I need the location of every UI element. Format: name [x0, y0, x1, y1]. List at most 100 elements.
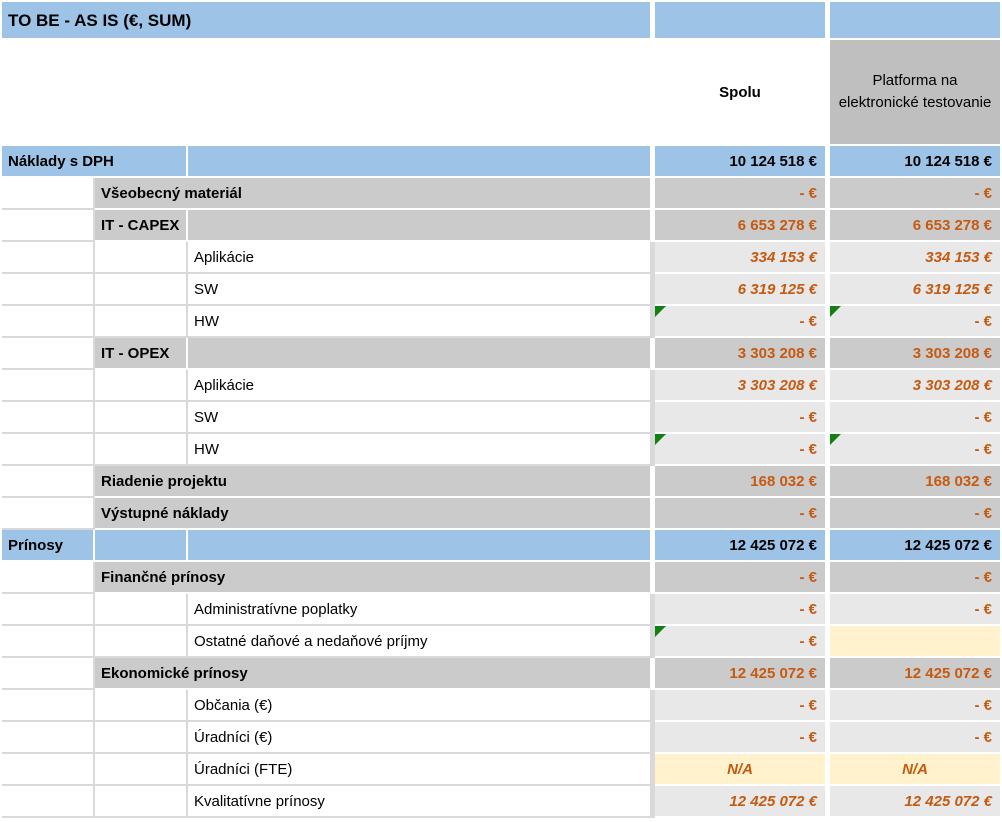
- indent-cell[interactable]: [95, 786, 188, 818]
- row-label-cell[interactable]: Všeobecný materiál: [95, 178, 655, 210]
- value-cell-platforma[interactable]: - €: [830, 402, 1002, 434]
- indent-cell[interactable]: [2, 594, 95, 626]
- row-label-cell[interactable]: Ekonomické prínosy: [95, 658, 655, 690]
- indent-cell[interactable]: [95, 722, 188, 754]
- indent-cell[interactable]: [95, 242, 188, 274]
- indent-cell[interactable]: [95, 402, 188, 434]
- row-label-cell[interactable]: Administratívne poplatky: [188, 594, 655, 626]
- indent-cell[interactable]: [95, 306, 188, 338]
- header-label-spacer[interactable]: [2, 40, 655, 146]
- indent-cell[interactable]: [188, 338, 655, 370]
- row-label-cell[interactable]: SW: [188, 402, 655, 434]
- title-spacer-cell-spolu[interactable]: [655, 2, 830, 40]
- value-cell-spolu[interactable]: - €: [655, 690, 830, 722]
- value-cell-platforma[interactable]: - €: [830, 594, 1002, 626]
- indent-cell[interactable]: [95, 530, 188, 562]
- row-label-cell[interactable]: Riadenie projektu: [95, 466, 655, 498]
- value-cell-platforma[interactable]: 3 303 208 €: [830, 370, 1002, 402]
- value-cell-spolu[interactable]: N/A: [655, 754, 830, 786]
- indent-cell[interactable]: [188, 530, 655, 562]
- value-cell-platforma[interactable]: 334 153 €: [830, 242, 1002, 274]
- value-cell-platforma[interactable]: - €: [830, 306, 1002, 338]
- value-cell-spolu[interactable]: - €: [655, 594, 830, 626]
- value-cell-spolu[interactable]: 12 425 072 €: [655, 530, 830, 562]
- value-cell-spolu[interactable]: 3 303 208 €: [655, 370, 830, 402]
- row-label-cell[interactable]: Náklady s DPH: [2, 146, 188, 178]
- value-cell-spolu[interactable]: - €: [655, 722, 830, 754]
- indent-cell[interactable]: [95, 594, 188, 626]
- row-label-cell[interactable]: Aplikácie: [188, 370, 655, 402]
- row-label-cell[interactable]: Ostatné daňové a nedaňové príjmy: [188, 626, 655, 658]
- row-label-cell[interactable]: SW: [188, 274, 655, 306]
- value-cell-platforma[interactable]: N/A: [830, 754, 1002, 786]
- indent-cell[interactable]: [2, 434, 95, 466]
- indent-cell[interactable]: [2, 466, 95, 498]
- indent-cell[interactable]: [2, 562, 95, 594]
- indent-cell[interactable]: [95, 434, 188, 466]
- row-label-cell[interactable]: Úradníci (€): [188, 722, 655, 754]
- row-label-cell[interactable]: Aplikácie: [188, 242, 655, 274]
- value-cell-spolu[interactable]: - €: [655, 402, 830, 434]
- indent-cell[interactable]: [2, 658, 95, 690]
- indent-cell[interactable]: [2, 626, 95, 658]
- value-cell-platforma[interactable]: 6 653 278 €: [830, 210, 1002, 242]
- value-cell-spolu[interactable]: - €: [655, 626, 830, 658]
- value-cell-platforma[interactable]: 12 425 072 €: [830, 786, 1002, 818]
- row-label-cell[interactable]: Prínosy: [2, 530, 95, 562]
- value-cell-spolu[interactable]: 334 153 €: [655, 242, 830, 274]
- value-cell-spolu[interactable]: - €: [655, 306, 830, 338]
- value-cell-spolu[interactable]: - €: [655, 178, 830, 210]
- value-cell-spolu[interactable]: - €: [655, 562, 830, 594]
- column-header-spolu[interactable]: Spolu: [655, 40, 830, 146]
- row-label-cell[interactable]: Výstupné náklady: [95, 498, 655, 530]
- value-cell-platforma[interactable]: 10 124 518 €: [830, 146, 1002, 178]
- indent-cell[interactable]: [95, 626, 188, 658]
- row-label-cell[interactable]: Úradníci (FTE): [188, 754, 655, 786]
- indent-cell[interactable]: [2, 178, 95, 210]
- column-header-platforma[interactable]: Platforma na elektronické testovanie: [830, 40, 1002, 146]
- value-cell-spolu[interactable]: - €: [655, 434, 830, 466]
- indent-cell[interactable]: [2, 210, 95, 242]
- value-cell-platforma[interactable]: - €: [830, 690, 1002, 722]
- indent-cell[interactable]: [2, 498, 95, 530]
- value-cell-platforma[interactable]: [830, 626, 1002, 658]
- indent-cell[interactable]: [188, 210, 655, 242]
- value-cell-platforma[interactable]: - €: [830, 434, 1002, 466]
- row-label-cell[interactable]: IT - CAPEX: [95, 210, 188, 242]
- value-cell-platforma[interactable]: - €: [830, 562, 1002, 594]
- indent-cell[interactable]: [2, 306, 95, 338]
- value-cell-spolu[interactable]: 3 303 208 €: [655, 338, 830, 370]
- row-label-cell[interactable]: IT - OPEX: [95, 338, 188, 370]
- indent-cell[interactable]: [2, 690, 95, 722]
- indent-cell[interactable]: [95, 274, 188, 306]
- value-cell-platforma[interactable]: 12 425 072 €: [830, 530, 1002, 562]
- row-label-cell[interactable]: Kvalitatívne prínosy: [188, 786, 655, 818]
- value-cell-platforma[interactable]: 3 303 208 €: [830, 338, 1002, 370]
- value-cell-platforma[interactable]: - €: [830, 498, 1002, 530]
- row-label-cell[interactable]: Finančné prínosy: [95, 562, 655, 594]
- indent-cell[interactable]: [2, 786, 95, 818]
- indent-cell[interactable]: [95, 370, 188, 402]
- value-cell-spolu[interactable]: 6 653 278 €: [655, 210, 830, 242]
- row-label-cell[interactable]: Občania (€): [188, 690, 655, 722]
- indent-cell[interactable]: [2, 274, 95, 306]
- value-cell-platforma[interactable]: 12 425 072 €: [830, 658, 1002, 690]
- indent-cell[interactable]: [2, 242, 95, 274]
- value-cell-spolu[interactable]: 12 425 072 €: [655, 786, 830, 818]
- indent-cell[interactable]: [95, 754, 188, 786]
- value-cell-platforma[interactable]: - €: [830, 178, 1002, 210]
- value-cell-platforma[interactable]: - €: [830, 722, 1002, 754]
- indent-cell[interactable]: [2, 370, 95, 402]
- value-cell-spolu[interactable]: 10 124 518 €: [655, 146, 830, 178]
- title-cell[interactable]: TO BE - AS IS (€, SUM): [2, 2, 655, 40]
- row-label-cell[interactable]: HW: [188, 434, 655, 466]
- value-cell-spolu[interactable]: 168 032 €: [655, 466, 830, 498]
- value-cell-platforma[interactable]: 6 319 125 €: [830, 274, 1002, 306]
- value-cell-platforma[interactable]: 168 032 €: [830, 466, 1002, 498]
- indent-cell[interactable]: [2, 338, 95, 370]
- indent-cell[interactable]: [2, 754, 95, 786]
- indent-cell[interactable]: [2, 402, 95, 434]
- indent-cell[interactable]: [2, 722, 95, 754]
- row-label-cell[interactable]: HW: [188, 306, 655, 338]
- indent-cell[interactable]: [95, 690, 188, 722]
